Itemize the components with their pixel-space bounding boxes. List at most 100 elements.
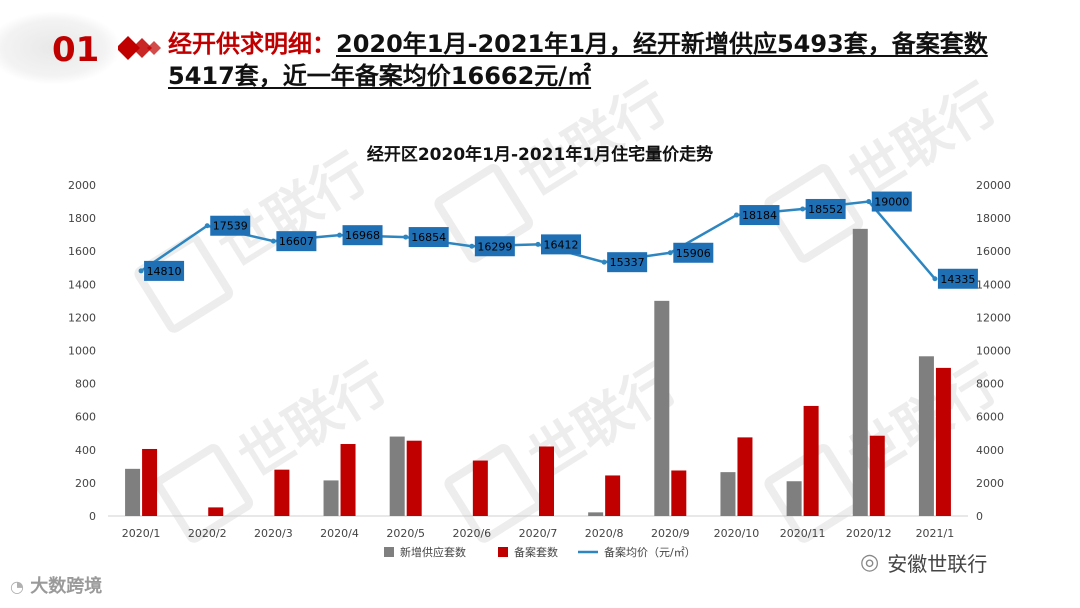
diamond-bullet-icon: [118, 36, 161, 60]
x-tick-label: 2020/5: [386, 527, 425, 540]
x-tick-label: 2020/9: [651, 527, 690, 540]
y-right-tick-label: 12000: [976, 311, 1011, 324]
supply-bar: [786, 481, 802, 516]
price-point: [800, 206, 806, 212]
legend-label-price: 备案均价（元/㎡）: [604, 545, 696, 559]
chart-title: 经开区2020年1月-2021年1月住宅量价走势: [366, 145, 714, 165]
price-point: [204, 223, 210, 229]
price-data-label: 14810: [147, 265, 182, 278]
filing-bar: [472, 460, 488, 516]
footer-account-text: 安徽世联行: [887, 552, 988, 576]
price-point: [403, 234, 409, 240]
price-label-box: [673, 242, 714, 263]
footer-logo: ◔ 大数跨境: [10, 572, 102, 598]
y-right-tick-label: 8000: [976, 378, 1004, 391]
price-point: [601, 259, 607, 265]
x-tick-label: 2020/12: [846, 527, 892, 540]
slide-number: 01: [52, 30, 100, 70]
x-tick-label: 2020/1: [122, 527, 161, 540]
headline: 经开供求明细：2020年1月-2021年1月，经开新增供应5493套，备案套数5…: [168, 28, 1048, 92]
filing-bar: [935, 367, 951, 516]
price-data-label: 16299: [477, 240, 512, 253]
y-left-tick-label: 1400: [68, 278, 96, 291]
y-right-tick-label: 2000: [976, 477, 1004, 490]
filing-bar: [605, 475, 621, 516]
price-label-box: [541, 234, 581, 255]
price-label-box: [474, 236, 515, 257]
headline-label: 经开供求明细：: [168, 30, 336, 58]
filing-bar: [208, 507, 224, 516]
price-data-label: 15906: [676, 247, 711, 260]
price-point: [667, 250, 673, 256]
price-point: [469, 243, 475, 249]
filing-bar: [539, 446, 554, 516]
x-tick-label: 2021/1: [916, 527, 955, 540]
logo-icon: ◔: [10, 577, 24, 596]
y-left-tick-label: 1600: [68, 245, 96, 258]
x-tick-label: 2020/10: [714, 527, 760, 540]
price-data-label: 15337: [610, 256, 645, 269]
price-data-label: 16968: [345, 229, 380, 242]
y-left-tick-label: 800: [75, 378, 96, 391]
price-point: [535, 241, 541, 247]
price-label-box: [342, 225, 383, 246]
y-left-tick-label: 0: [89, 510, 96, 523]
y-left-tick-label: 1200: [68, 311, 96, 324]
y-left-tick-label: 1800: [68, 212, 96, 225]
y-right-tick-label: 18000: [976, 212, 1011, 225]
y-right-tick-label: 14000: [976, 278, 1011, 291]
supply-bar: [918, 356, 934, 516]
x-tick-label: 2020/4: [320, 527, 359, 540]
price-point: [270, 238, 276, 244]
y-right-tick-label: 4000: [976, 444, 1004, 457]
y-right-tick-label: 20000: [976, 179, 1011, 192]
price-label-box: [607, 252, 648, 273]
filing-bar: [274, 469, 290, 516]
y-left-tick-label: 2000: [68, 179, 96, 192]
supply-bar: [588, 512, 604, 516]
price-point: [932, 276, 938, 282]
filing-bar: [340, 444, 356, 516]
y-right-tick-label: 6000: [976, 411, 1004, 424]
filing-bar: [737, 437, 753, 516]
price-data-label: 17539: [213, 220, 248, 233]
y-left-tick-label: 600: [75, 411, 96, 424]
footer-account: ◎ 安徽世联行: [860, 548, 987, 577]
headline-text: 2020年1月-2021年1月，经开新增供应5493套，备案套数5417套，近一…: [168, 30, 988, 90]
price-data-label: 18184: [742, 209, 777, 222]
filing-bar: [803, 405, 819, 516]
price-point: [866, 199, 872, 205]
x-tick-label: 2020/7: [519, 527, 558, 540]
y-right-tick-label: 16000: [976, 245, 1011, 258]
price-label-box: [276, 231, 317, 252]
price-data-label: 19000: [874, 196, 909, 209]
price-label-box: [144, 260, 185, 281]
price-label-box: [937, 268, 978, 289]
legend-swatch-supply: [384, 547, 394, 557]
legend-label-supply: 新增供应套数: [400, 545, 466, 559]
legend-swatch-filing: [498, 547, 508, 557]
x-tick-label: 2020/8: [585, 527, 624, 540]
filing-bar: [671, 470, 687, 516]
x-tick-label: 2020/3: [254, 527, 293, 540]
slide-number-background: [0, 12, 120, 84]
price-data-label: 16607: [279, 235, 314, 248]
price-point: [733, 212, 739, 218]
filing-bar: [869, 435, 885, 516]
price-data-label: 18552: [808, 203, 843, 216]
filing-bar: [406, 440, 422, 516]
y-right-tick-label: 10000: [976, 345, 1011, 358]
y-right-tick-label: 0: [976, 510, 983, 523]
price-data-label: 16854: [411, 231, 446, 244]
price-label-box: [739, 205, 780, 226]
price-point: [337, 232, 343, 238]
supply-bar: [389, 436, 405, 516]
x-tick-label: 2020/11: [780, 527, 826, 540]
supply-bar: [125, 468, 141, 516]
footer-logo-text: 大数跨境: [30, 576, 103, 597]
wechat-icon: ◎: [860, 550, 880, 575]
y-left-tick-label: 200: [75, 477, 96, 490]
filing-bar: [142, 448, 158, 516]
price-data-label: 16412: [544, 238, 579, 251]
